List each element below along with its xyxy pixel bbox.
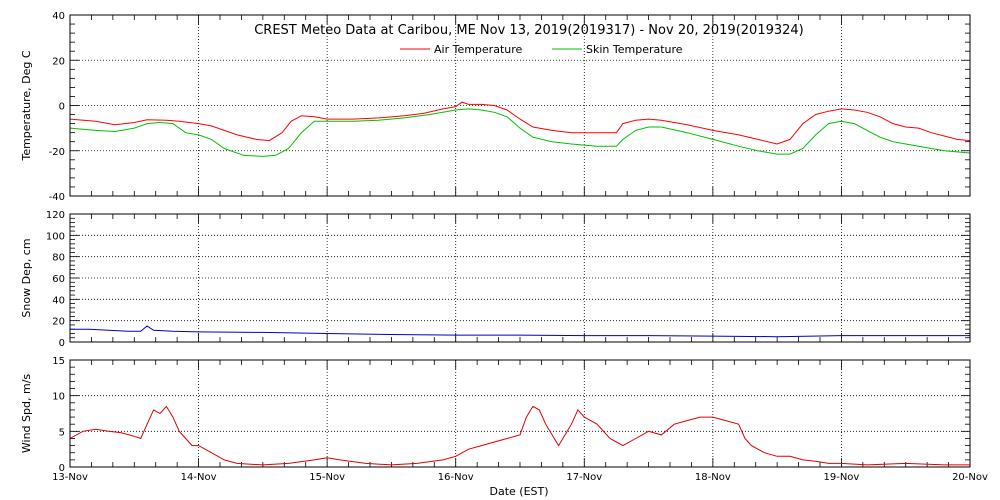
y-tick-label: -40 — [49, 192, 65, 203]
y-tick-label: -20 — [49, 147, 65, 158]
legend-label: Air Temperature — [434, 43, 523, 56]
x-tick-label: 19-Nov — [823, 472, 859, 483]
y-tick-label: 10 — [52, 392, 65, 403]
legend: Air Temperature Skin Temperature — [400, 43, 683, 56]
x-tick-label: 20-Nov — [952, 472, 988, 483]
series-line-skin-temperature — [69, 108, 971, 157]
series-line-1 — [70, 325, 970, 338]
y-tick-label: 5 — [59, 427, 65, 438]
x-axis-label: Date (EST) — [489, 485, 548, 498]
series-line-air-temperature — [69, 101, 971, 145]
y-tick-label: 40 — [52, 295, 65, 306]
plot-frame — [69, 359, 971, 468]
legend-label: Skin Temperature — [586, 43, 683, 56]
plot-frame — [69, 14, 971, 197]
y-tick-label: 20 — [52, 56, 65, 67]
panel-2: 0 20 40 60 80 100 120 Snow Dep, cm — [20, 210, 971, 349]
panel-3: 0 5 10 15 Wind Spd, m/s 13-Nov 14-Nov 15-Nov 16-… — [20, 356, 988, 483]
y-axis-label: Temperature, Deg C — [20, 50, 33, 161]
x-tick-label: 17-Nov — [566, 472, 602, 483]
y-axis-label: Wind Spd, m/s — [20, 374, 33, 454]
y-axis-label: Snow Dep, cm — [20, 238, 33, 317]
y-tick-label: 0 — [59, 102, 65, 113]
x-tick-label: 13-Nov — [52, 472, 88, 483]
y-tick-label: 0 — [59, 338, 65, 349]
x-tick-label: 15-Nov — [309, 472, 345, 483]
y-tick-label: 0 — [59, 463, 65, 474]
x-tick-label: 14-Nov — [181, 472, 217, 483]
y-tick-label: 60 — [52, 274, 65, 285]
y-tick-label: 100 — [46, 231, 65, 242]
panel-1: -40 -20 0 20 40 Temperature, Deg C Air Tempera… — [20, 11, 971, 203]
chart-title: CREST Meteo Data at Caribou, ME Nov 13, … — [254, 23, 804, 38]
series-line-1 — [69, 405, 970, 466]
y-tick-label: 120 — [46, 210, 65, 221]
x-tick-label: 16-Nov — [438, 472, 474, 483]
y-tick-label: 20 — [52, 317, 65, 328]
panels-group: -40 -20 0 20 40 Temperature, Deg C Air Tempera… — [20, 11, 988, 483]
y-tick-label: 80 — [52, 253, 65, 264]
x-tick-label: 18-Nov — [695, 472, 731, 483]
y-tick-label: 40 — [52, 11, 65, 22]
plot-frame — [69, 213, 971, 343]
y-tick-label: 15 — [52, 356, 65, 367]
